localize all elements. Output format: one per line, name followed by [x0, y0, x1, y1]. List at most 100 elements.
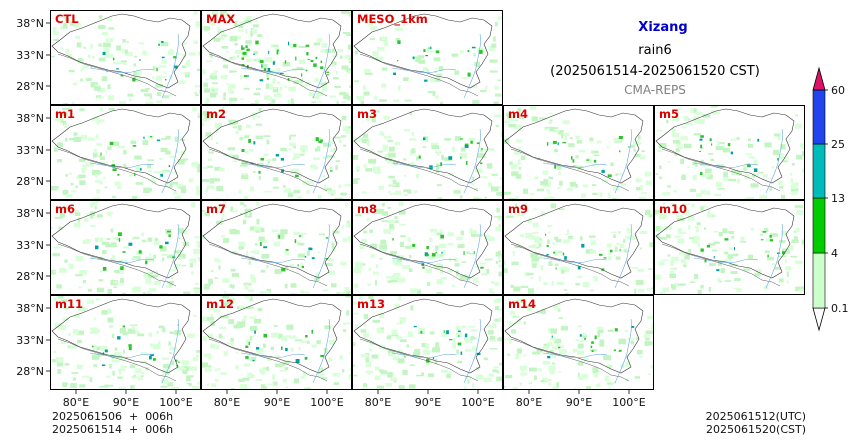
precip-cell — [314, 148, 318, 152]
precip-cell — [574, 387, 577, 389]
precip-cell — [388, 175, 395, 179]
precip-cell — [473, 53, 476, 57]
precip-cell — [246, 16, 252, 22]
precip-cell — [131, 147, 134, 150]
precip-cell — [97, 119, 105, 123]
precip-cell — [394, 141, 401, 146]
precip-cell — [361, 138, 369, 143]
precip-cell — [713, 241, 720, 244]
precip-cell — [395, 38, 400, 42]
precip-cell — [717, 188, 726, 190]
precip-cell — [387, 280, 392, 283]
precip-cell-heavy — [122, 251, 126, 253]
panel-frame — [654, 200, 805, 295]
precip-cell — [209, 178, 215, 184]
precip-cell — [213, 37, 221, 42]
map-background — [503, 105, 653, 199]
precip-cell-heavy — [294, 239, 297, 244]
precip-cell — [438, 197, 442, 199]
precip-cell — [558, 308, 561, 312]
precip-cell-heavy — [150, 353, 154, 357]
precip-cell — [744, 163, 749, 169]
precip-cell — [95, 346, 102, 351]
precip-cell — [206, 60, 212, 63]
precip-cell — [503, 191, 512, 195]
precip-cell — [710, 105, 718, 108]
precip-cell — [132, 237, 135, 241]
precip-cell-heavy — [306, 52, 309, 56]
precip-cell — [99, 386, 107, 388]
precip-cell — [393, 273, 401, 277]
precip-cell — [626, 378, 629, 382]
precip-cell — [126, 41, 129, 43]
precip-cell — [577, 343, 584, 349]
precip-cell — [145, 256, 153, 262]
precip-cell — [113, 281, 117, 284]
precip-cell — [687, 165, 690, 168]
precip-cell — [89, 377, 93, 383]
precip-cell — [54, 119, 58, 122]
precip-cell — [794, 205, 803, 208]
precip-cell — [413, 352, 421, 357]
precip-cell — [205, 366, 212, 372]
precip-cell — [533, 208, 537, 211]
precip-cell — [613, 138, 621, 142]
precip-cell — [253, 59, 257, 61]
precip-cell — [223, 92, 226, 97]
precip-cell — [213, 10, 218, 15]
precip-cell-heavy — [252, 359, 255, 362]
precip-cell — [550, 203, 557, 209]
precip-cell — [514, 300, 519, 304]
precip-cell — [401, 354, 406, 357]
precip-cell — [279, 86, 283, 91]
precip-cell — [77, 217, 80, 223]
precip-cell — [141, 232, 144, 237]
precip-cell — [260, 63, 268, 69]
precip-cell-heavy — [304, 256, 307, 258]
precip-cell — [421, 139, 426, 142]
precip-cell — [479, 262, 486, 265]
precip-cell — [339, 55, 343, 59]
precip-cell — [90, 82, 98, 88]
precip-cell — [634, 376, 640, 379]
lon-tick-label: 80°E — [214, 396, 240, 409]
precip-cell — [501, 221, 502, 226]
map-content — [50, 105, 200, 199]
panel-label: m14 — [508, 297, 536, 311]
precip-cell — [553, 305, 559, 310]
precip-cell — [489, 59, 498, 63]
precip-cell-heavy — [476, 142, 480, 145]
lat-tick-label: 33°N — [16, 239, 44, 252]
precip-cell-heavy — [700, 248, 704, 252]
precip-cell — [56, 208, 62, 212]
precip-cell — [778, 240, 786, 243]
precip-cell — [244, 211, 248, 216]
precip-cell — [590, 240, 596, 245]
precip-cell — [535, 246, 540, 249]
precip-cell — [62, 382, 67, 387]
precip-cell — [333, 148, 337, 150]
precip-cell — [347, 96, 351, 101]
precip-cell-heavy — [178, 361, 180, 364]
precip-cell — [77, 57, 83, 63]
precip-cell — [242, 377, 250, 381]
precip-cell — [399, 241, 405, 247]
precip-cell — [555, 238, 562, 243]
precip-cell — [471, 176, 474, 181]
precip-cell — [723, 176, 729, 182]
precip-cell — [203, 111, 211, 116]
precip-cell — [615, 173, 618, 177]
precip-cell — [423, 136, 429, 141]
precip-cell — [203, 166, 209, 170]
precip-cell — [282, 378, 287, 383]
precip-cell — [122, 349, 125, 354]
precip-cell — [298, 234, 303, 238]
precip-cell — [224, 21, 228, 24]
precip-cell-heavy — [248, 139, 251, 143]
precip-cell — [180, 150, 186, 155]
precip-cell — [536, 348, 543, 353]
precip-cell — [287, 100, 293, 104]
precip-cell — [260, 269, 266, 273]
precip-cell — [457, 360, 462, 364]
